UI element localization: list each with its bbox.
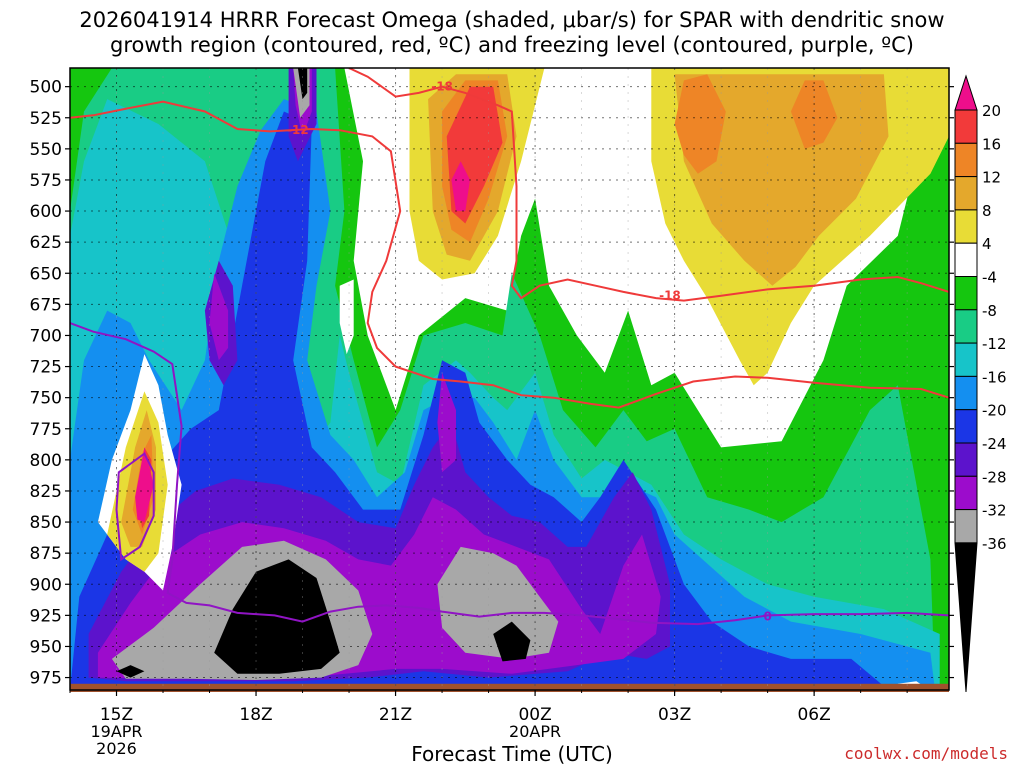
x-axis-label: Forecast Time (UTC)	[411, 742, 613, 766]
x-tick-label-27: 03Z	[658, 705, 691, 725]
x-date-label-15-1: 2026	[96, 739, 137, 758]
y-tick-label-800: 800	[30, 451, 62, 471]
y-tick-label-925: 925	[30, 606, 62, 626]
colorbar-label-7: -12	[982, 335, 1007, 353]
chart-title-line-1: 2026041914 HRRR Forecast Omega (shaded, …	[79, 8, 945, 32]
freezing-label: 0	[763, 609, 771, 623]
chart-title: 2026041914 HRRR Forecast Omega (shaded, …	[0, 8, 1024, 58]
colorbar-bin-1	[954, 109, 978, 144]
plot-frame	[69, 67, 950, 691]
colorbar-label-10: -24	[982, 435, 1007, 453]
colorbar-label-0: 20	[982, 102, 1001, 120]
colorbar-bottom-arrow	[954, 542, 978, 693]
colorbar-bin-2	[954, 142, 978, 178]
colorbar-label-6: -8	[982, 302, 997, 320]
ground-surface	[70, 683, 949, 692]
ground-strip	[70, 683, 949, 692]
y-tick-label-600: 600	[30, 202, 62, 222]
chart-title-line-2: growth region (contoured, red, ºC) and f…	[110, 33, 914, 57]
y-tick-label-500: 500	[30, 78, 62, 98]
dgz-label-0: -18	[431, 80, 453, 94]
y-tick-label-725: 725	[30, 358, 62, 378]
colorbar-bin-6	[954, 276, 978, 311]
omega-region-13	[437, 546, 559, 659]
x-date-label-15-0: 19APR	[90, 722, 142, 741]
colorbar-label-3: 8	[982, 202, 992, 220]
omega-region-34	[451, 161, 470, 212]
omega-region-18	[297, 68, 308, 100]
y-tick-label-850: 850	[30, 513, 62, 533]
colorbar-label-11: -28	[982, 468, 1007, 486]
y-tick-label-775: 775	[30, 420, 62, 440]
colorbar-top-arrow	[954, 74, 978, 111]
colorbar-label-1: 16	[982, 135, 1001, 153]
colorbar-label-5: -4	[982, 269, 997, 287]
dgz-contour-2	[70, 100, 949, 409]
colorbar-bin-13	[954, 509, 978, 544]
colorbar-bin-10	[954, 409, 978, 444]
x-tick-label-18: 18Z	[239, 705, 272, 725]
colorbar-label-12: -32	[982, 502, 1007, 520]
y-tick-label-700: 700	[30, 326, 62, 346]
x-date-label-24-0: 20APR	[509, 722, 561, 741]
x-tick-label-15: 15Z	[100, 705, 133, 725]
y-tick-label-950: 950	[30, 637, 62, 657]
omega-region-26	[674, 74, 889, 286]
y-tick-label-550: 550	[30, 140, 62, 160]
y-tick-label-675: 675	[30, 295, 62, 315]
y-tick-label-525: 525	[30, 109, 62, 129]
contour-lines: -18 -18 -12 0	[70, 68, 949, 626]
y-tick-label-825: 825	[30, 482, 62, 502]
y-tick-label-750: 750	[30, 389, 62, 409]
colorbar-bin-3	[954, 176, 978, 211]
y-tick-label-650: 650	[30, 264, 62, 284]
freezing-level-contour	[70, 322, 949, 626]
colorbar-bin-4	[954, 209, 978, 244]
colorbar-label-8: -16	[982, 368, 1007, 386]
grid-lines	[70, 68, 949, 690]
omega-region-30	[790, 80, 838, 149]
dgz-contour-0	[348, 68, 949, 302]
colorbar-bin-12	[954, 475, 978, 511]
y-tick-label-975: 975	[30, 669, 62, 689]
colorbar-label-9: -20	[982, 402, 1007, 420]
colorbar-bin-8	[954, 342, 978, 377]
omega-field	[70, 68, 949, 690]
dgz-label-2: -12	[287, 123, 309, 137]
omega-region-9	[209, 273, 229, 361]
y-tick-label-875: 875	[30, 544, 62, 564]
omega-region-33	[135, 447, 154, 523]
credit-text: coolwx.com/models	[844, 744, 1008, 763]
colorbar-bin-9	[954, 375, 978, 411]
dgz-label-1: -18	[659, 289, 681, 303]
colorbar-label-13: -36	[982, 535, 1007, 553]
freezing-closed-contour	[115, 452, 155, 562]
x-tick-label-21: 21Z	[379, 705, 412, 725]
colorbar-bin-7	[954, 309, 978, 344]
x-tick-label-24: 00Z	[518, 705, 551, 725]
x-tick-label-30: 06Z	[797, 705, 830, 725]
colorbar-label-4: 4	[982, 235, 992, 253]
omega-region-16	[493, 621, 531, 662]
y-tick-label-575: 575	[30, 171, 62, 191]
colorbar-label-2: 12	[982, 169, 1001, 187]
plot-border	[69, 67, 950, 691]
omega-region-17	[116, 665, 145, 678]
colorbar: 20 16 12 8 4 -4 -8 -12 -16 -20 -24 -28 -32 -36	[954, 74, 1007, 693]
y-tick-label-900: 900	[30, 575, 62, 595]
colorbar-bin-11	[954, 442, 978, 477]
colorbar-bin-5	[954, 242, 978, 277]
y-tick-label-625: 625	[30, 233, 62, 253]
y-axis: 500 525 550 575 600 625 650 675 700 725 750 775 800 8…	[30, 78, 954, 689]
